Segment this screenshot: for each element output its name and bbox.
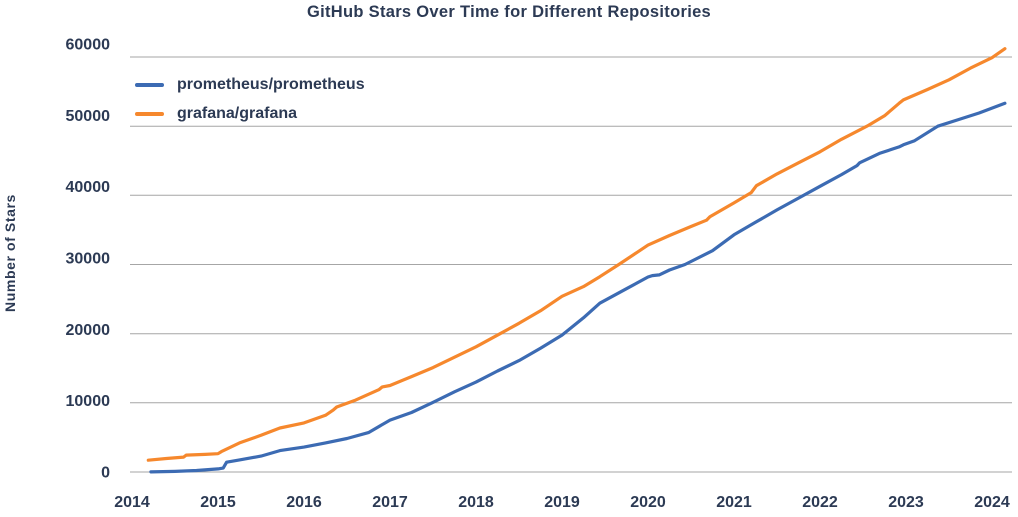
legend-swatch-prometheus (135, 82, 164, 87)
y-tick-30000: 30000 (66, 251, 111, 268)
series-line-grafana-grafana (146, 47, 1007, 462)
y-tick-60000: 60000 (66, 37, 111, 54)
legend-label-grafana: grafana/grafana (177, 104, 298, 122)
x-tick-2024: 2024 (974, 494, 1010, 511)
y-tick-50000: 50000 (66, 108, 111, 125)
x-tick-2014: 2014 (114, 494, 150, 511)
legend-item-grafana: grafana/grafana (135, 99, 365, 128)
legend-label-prometheus: prometheus/prometheus (177, 75, 365, 93)
x-tick-2023: 2023 (888, 494, 924, 511)
chart-title: GitHub Stars Over Time for Different Rep… (306, 3, 712, 21)
x-tick-2022: 2022 (802, 494, 838, 511)
x-tick-2015: 2015 (200, 494, 236, 511)
y-axis-title: Number of Stars (2, 194, 18, 312)
x-tick-2019: 2019 (544, 494, 580, 511)
y-tick-40000: 40000 (66, 179, 111, 196)
x-tick-2016: 2016 (286, 494, 322, 511)
y-tick-10000: 10000 (66, 393, 111, 410)
x-tick-2021: 2021 (716, 494, 752, 511)
legend-swatch-grafana (135, 111, 164, 116)
y-tick-20000: 20000 (66, 322, 111, 339)
legend-item-prometheus: prometheus/prometheus (135, 70, 365, 99)
x-tick-2020: 2020 (630, 494, 666, 511)
y-tick-0: 0 (101, 465, 110, 482)
series-line-prometheus-prometheus (149, 101, 1007, 474)
x-tick-2018: 2018 (458, 494, 494, 511)
legend: prometheus/prometheus grafana/grafana (135, 70, 365, 128)
x-tick-2017: 2017 (372, 494, 408, 511)
